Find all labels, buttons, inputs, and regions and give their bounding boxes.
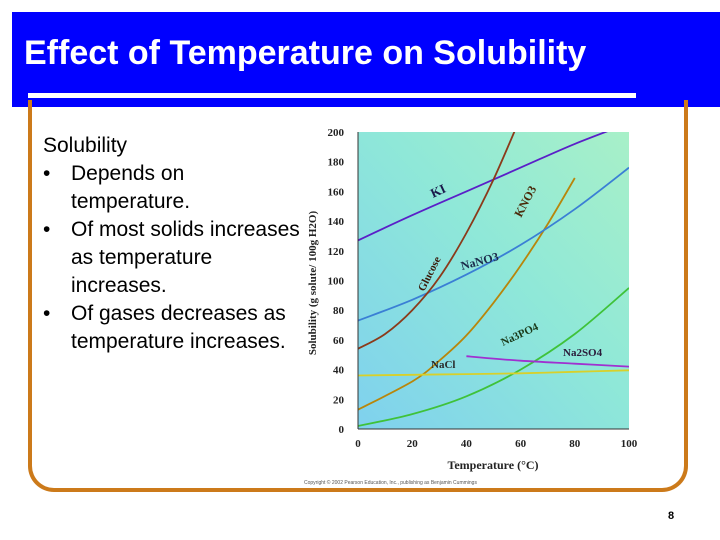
bullet-heading: Solubility xyxy=(43,134,128,157)
bullet-item: • Of most solids increases as temperature… xyxy=(43,216,305,300)
x-tick-label: 20 xyxy=(407,438,419,450)
series-label-ki: KI xyxy=(428,181,448,201)
bullet-dot: • xyxy=(43,302,51,325)
series-label-na2so4: Na2SO4 xyxy=(563,347,603,359)
bullet-item: • Of gases decreases as temperature incre… xyxy=(43,300,305,356)
y-tick-label: 0 xyxy=(339,424,345,436)
y-axis-label: Solubility (g solute/ 100g H2O) xyxy=(307,211,319,356)
x-tick-label: 80 xyxy=(569,438,581,450)
y-tick-label: 140 xyxy=(328,216,345,228)
bullet-dot: • xyxy=(43,218,51,241)
bullet-dot: • xyxy=(43,162,51,185)
x-tick-label: 100 xyxy=(621,438,638,450)
series-line-nacl xyxy=(358,369,629,377)
y-tick-label: 180 xyxy=(328,157,345,169)
bullet-item-text: Of gases decreases as temperature increa… xyxy=(71,302,286,353)
y-tick-label: 20 xyxy=(333,394,345,406)
x-tick-label: 60 xyxy=(515,438,527,450)
bullet-text: Solubility • Depends on temperature. • Of … xyxy=(43,132,305,356)
title-underline xyxy=(28,93,636,98)
y-tick-label: 80 xyxy=(333,305,345,317)
series-line-glucose xyxy=(358,132,516,350)
series-line-na2so4 xyxy=(466,355,629,368)
y-tick-label: 100 xyxy=(328,276,345,288)
x-tick-label: 40 xyxy=(461,438,473,450)
slide-title: Effect of Temperature on Solubility xyxy=(24,34,587,72)
series-label-nacl: NaCl xyxy=(431,359,455,371)
content-frame xyxy=(28,100,688,492)
y-tick-label: 200 xyxy=(328,127,345,139)
series-line-nano3 xyxy=(358,166,629,322)
x-axis-label: Temperature (°C) xyxy=(447,458,538,472)
title-bar xyxy=(12,12,720,107)
y-tick-label: 120 xyxy=(328,246,345,258)
y-tick-label: 40 xyxy=(333,365,345,377)
x-tick-label: 0 xyxy=(355,438,361,450)
axes: 0 20 40 60 80 100 120 140 160 180 200 0 20 40 60 80 100 xyxy=(328,127,638,450)
copyright-note: Copyright © 2002 Pearson Education, Inc.… xyxy=(304,479,477,486)
bullet-item-text: Of most solids increases as temperature … xyxy=(71,218,300,297)
series-line-na3po4 xyxy=(358,287,629,427)
y-tick-label: 160 xyxy=(328,186,345,198)
bullet-item-text: Depends on temperature. xyxy=(71,162,191,213)
page-number: 8 xyxy=(668,510,675,522)
bullet-item: • Depends on temperature. xyxy=(43,160,305,216)
series-line-kno3 xyxy=(358,177,576,411)
bullet-list: • Depends on temperature. • Of most solids… xyxy=(43,160,305,356)
y-tick-label: 60 xyxy=(333,335,345,347)
series-lines xyxy=(358,132,629,427)
